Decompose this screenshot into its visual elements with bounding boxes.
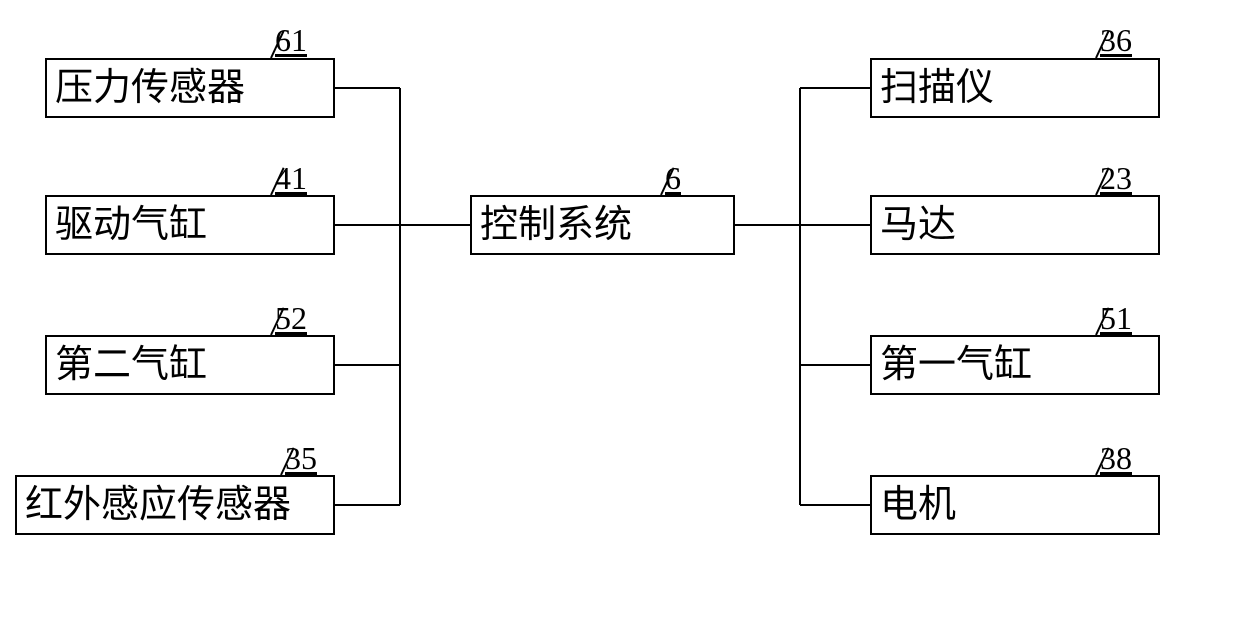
motor-dian-label: 电机 bbox=[880, 486, 956, 524]
second-cylinder-label: 第二气缸 bbox=[55, 346, 207, 384]
ir-sensor-label: 红外感应传感器 bbox=[25, 486, 291, 524]
drive-cylinder-label: 驱动气缸 bbox=[55, 206, 207, 244]
scanner-label: 扫描仪 bbox=[880, 69, 994, 107]
drive-cylinder-box: 驱动气缸 bbox=[45, 195, 335, 255]
motor-dian-box: 电机 bbox=[870, 475, 1160, 535]
ir-sensor-box: 红外感应传感器 bbox=[15, 475, 335, 535]
motor-ma-box: 马达 bbox=[870, 195, 1160, 255]
pressure-sensor-label: 压力传感器 bbox=[55, 69, 245, 107]
scanner-box: 扫描仪 bbox=[870, 58, 1160, 118]
diagram-canvas: 控制系统6压力传感器61驱动气缸41第二气缸52红外感应传感器35扫描仪36马达… bbox=[0, 0, 1240, 640]
second-cylinder-box: 第二气缸 bbox=[45, 335, 335, 395]
first-cylinder-label: 第一气缸 bbox=[880, 346, 1032, 384]
motor-ma-label: 马达 bbox=[880, 206, 956, 244]
control-system-label: 控制系统 bbox=[480, 206, 632, 244]
control-system-box: 控制系统 bbox=[470, 195, 735, 255]
first-cylinder-box: 第一气缸 bbox=[870, 335, 1160, 395]
pressure-sensor-box: 压力传感器 bbox=[45, 58, 335, 118]
